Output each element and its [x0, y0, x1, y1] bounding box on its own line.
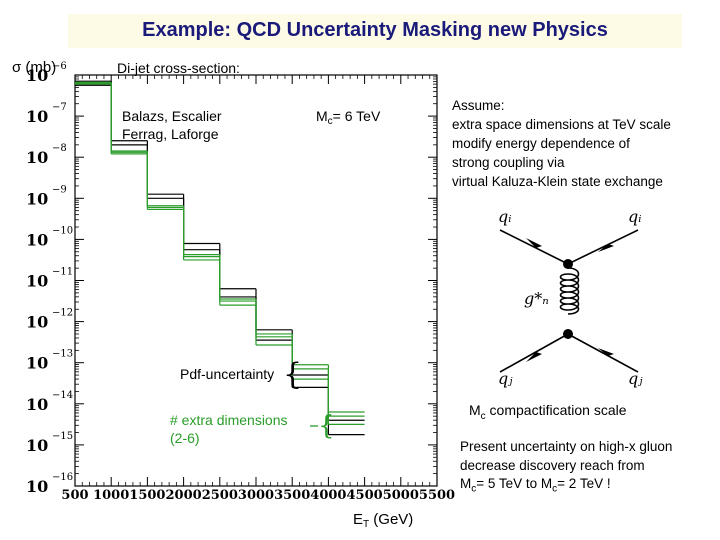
mc-scale-text: compactification scale: [485, 402, 627, 418]
present-mc-b: = 5 TeV to M: [476, 476, 553, 491]
assume-line: modify energy dependence of: [452, 136, 630, 151]
y-tick-exponent: −7: [52, 102, 67, 113]
mc-sub: c: [328, 116, 333, 127]
quark-line-bot-left: [499, 333, 569, 373]
x-tick-labels: 500 1000 1500 2000 2500 3000 3500 4000 4500 5000 5…: [61, 488, 455, 503]
mc-prefix: M: [316, 108, 328, 124]
assume-line: virtual Kaluza-Klein state exchange: [452, 174, 663, 189]
y-tick-exponent: −13: [52, 349, 73, 360]
feynman-diagram: qᵢ qᵢ g*ₙ qⱼ qⱼ: [498, 207, 643, 388]
present-uncertainty-note: Present uncertainty on high-x gluon decr…: [460, 438, 672, 499]
assume-line: extra space dimensions at TeV scale: [452, 117, 671, 132]
y-tick-exponent: −12: [52, 308, 73, 319]
y-tick-label: 10: [26, 477, 48, 496]
present-mc-a: M: [460, 476, 472, 491]
mc-scale-sub: c: [480, 410, 486, 422]
axis-ticks: [74, 74, 438, 487]
authors-line1: Balazs, Escalier: [122, 108, 222, 124]
et-unit: (GeV): [369, 511, 413, 528]
x-tick-label: 1000: [93, 488, 129, 503]
x-tick-label: 1500: [129, 488, 165, 503]
extra-dims-brace: {: [318, 411, 335, 441]
y-tick-exponent: −14: [52, 390, 73, 401]
present-sub1: c: [471, 483, 477, 495]
x-tick-label: 4500: [347, 488, 383, 503]
mc-scale-note: Mc compactification scale: [469, 402, 627, 422]
q-top-left-label: qᵢ: [498, 207, 511, 226]
quark-line-bot-right: [567, 333, 639, 373]
x-tick-label: 500: [61, 488, 88, 503]
mc-label: Mc= 6 TeV: [316, 108, 381, 127]
x-tick-label: 2500: [202, 488, 238, 503]
y-tick-label: 10: [26, 313, 48, 332]
x-axis-label: ET (GeV): [353, 511, 413, 530]
arrow-icon: [526, 352, 542, 362]
y-tick-label: 10: [26, 230, 48, 249]
x-tick-label: 4000: [310, 488, 346, 503]
kk-propagator-coil: [559, 267, 580, 315]
y-tick-exponent: −15: [52, 431, 73, 442]
y-tick-label: 10: [26, 436, 48, 455]
authors-line2: Ferrag, Laforge: [122, 126, 219, 142]
y-tick-label: 10: [26, 395, 48, 414]
vertex-bottom: [563, 329, 573, 339]
present-line1: Present uncertainty on high-x gluon: [460, 439, 673, 454]
y-tick-exponent: −6: [52, 61, 67, 72]
y-tick-exponent: −8: [52, 143, 67, 154]
y-tick-exponent: −10: [52, 225, 73, 236]
present-line3: Mc= 5 TeV to Mc= 2 TeV !: [460, 475, 672, 499]
et-sub: T: [363, 519, 369, 530]
vertex-top: [563, 259, 573, 269]
graviton-label: g*ₙ: [524, 289, 549, 308]
assume-line: Assume:: [452, 98, 505, 113]
y-tick-exponent: −11: [52, 267, 73, 278]
present-mc-c: = 2 TeV !: [557, 476, 611, 491]
et-prefix: E: [353, 511, 363, 528]
x-tick-label: 3500: [274, 488, 310, 503]
y-tick-label: 10: [26, 66, 48, 85]
x-tick-label: 5500: [419, 488, 455, 503]
series-group: [75, 80, 365, 436]
extra-dims-line2: (2-6): [170, 430, 200, 446]
extra-dims-line1: # extra dimensions: [170, 412, 288, 428]
y-tick-labels: 10 −6 10 −7 10 −8 10 −9 10 −10 10 −11 10 −12 10 −13 10 −1…: [26, 61, 73, 496]
pdf-brace: {: [283, 357, 302, 392]
assume-line: strong coupling via: [452, 155, 565, 170]
cross-section-label: Di-jet cross-section:: [117, 60, 240, 76]
title-bar: [68, 14, 682, 48]
series-5: [75, 81, 365, 413]
x-tick-label: 3000: [238, 488, 274, 503]
y-tick-label: 10: [26, 354, 48, 373]
arrow-icon: [526, 238, 542, 248]
y-tick-label: 10: [26, 148, 48, 167]
mc-value: = 6 TeV: [333, 108, 381, 124]
y-tick-label: 10: [26, 107, 48, 126]
present-line2: decrease discovery reach from: [460, 457, 645, 473]
y-tick-exponent: −16: [52, 472, 73, 483]
q-bot-left-label: qⱼ: [498, 369, 513, 388]
quark-line-top-left: [499, 229, 569, 265]
arrow-icon: [598, 348, 614, 356]
arrow-icon: [598, 244, 614, 252]
slide-title: Example: QCD Uncertainty Masking new Phy…: [142, 19, 608, 41]
x-tick-label: 2000: [166, 488, 202, 503]
q-top-right-label: qᵢ: [628, 207, 641, 226]
quark-line-top-right: [567, 229, 639, 265]
y-axis-label: σ (mb): [12, 59, 56, 76]
pdf-uncertainty-label: Pdf-uncertainty: [180, 366, 274, 382]
y-tick-label: 10: [26, 189, 48, 208]
q-bot-right-label: qⱼ: [628, 369, 643, 388]
y-tick-exponent: −9: [52, 184, 67, 195]
present-sub2: c: [552, 483, 558, 495]
assumption-note: Assume: extra space dimensions at TeV sc…: [452, 96, 671, 191]
x-tick-label: 5000: [383, 488, 419, 503]
mc-scale-prefix: M: [469, 402, 481, 418]
y-tick-label: 10: [26, 272, 48, 291]
